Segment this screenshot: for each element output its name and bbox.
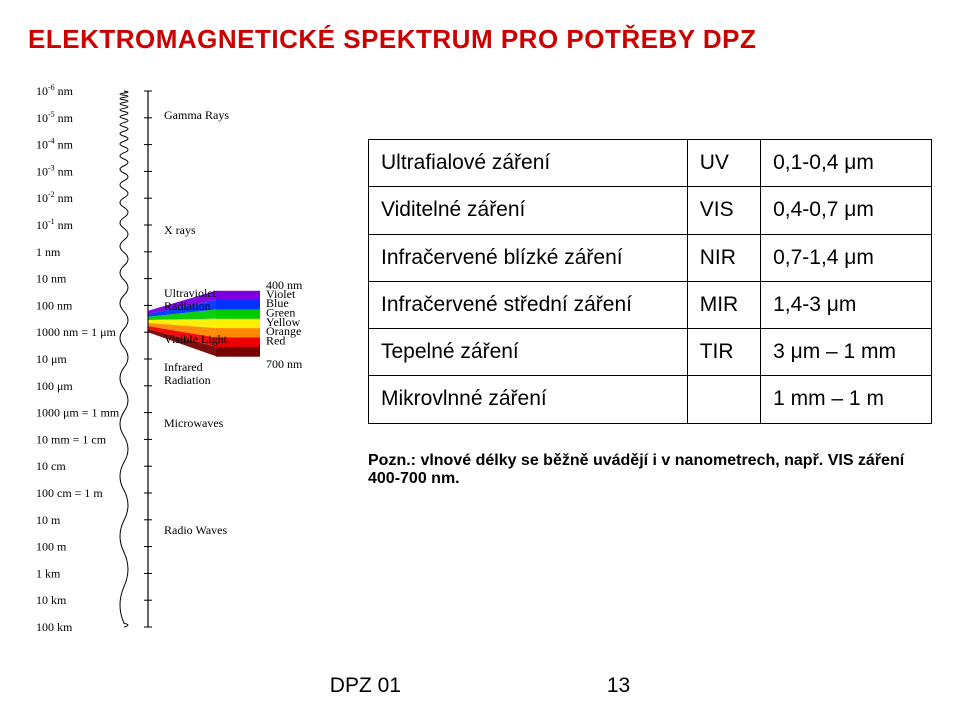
band-range: 3 μm – 1 mm — [761, 329, 932, 376]
band-code: UV — [687, 140, 760, 187]
band-name: Infračervené střední záření — [369, 281, 688, 328]
band-range: 1,4-3 μm — [761, 281, 932, 328]
svg-text:Red: Red — [266, 334, 285, 348]
svg-text:10-5 nm: 10-5 nm — [36, 110, 74, 125]
svg-text:10-3 nm: 10-3 nm — [36, 163, 74, 178]
band-code: NIR — [687, 234, 760, 281]
page-footer: DPZ 01 13 — [0, 674, 960, 698]
page-title: ELEKTROMAGNETICKÉ SPEKTRUM PRO POTŘEBY D… — [28, 24, 932, 55]
svg-text:10-1 nm: 10-1 nm — [36, 217, 74, 232]
table-row: Mikrovlnné záření 1 mm – 1 m — [369, 376, 932, 423]
svg-text:Gamma Rays: Gamma Rays — [164, 108, 229, 122]
table-row: Infračervené střední zářeníMIR1,4-3 μm — [369, 281, 932, 328]
svg-text:10 cm: 10 cm — [36, 459, 66, 473]
svg-text:100 μm: 100 μm — [36, 379, 73, 393]
svg-text:10 μm: 10 μm — [36, 352, 67, 366]
band-code — [687, 376, 760, 423]
band-name: Tepelné záření — [369, 329, 688, 376]
band-name: Viditelné záření — [369, 187, 688, 234]
table-row: Infračervené blízké zářeníNIR0,7-1,4 μm — [369, 234, 932, 281]
svg-text:Visible Light: Visible Light — [164, 332, 228, 346]
table-row: Tepelné zářeníTIR3 μm – 1 mm — [369, 329, 932, 376]
footer-left: DPZ 01 — [330, 674, 401, 698]
svg-text:1000 μm = 1 mm: 1000 μm = 1 mm — [36, 406, 120, 420]
svg-text:Ultraviolet: Ultraviolet — [164, 286, 217, 300]
table-row: Ultrafialové zářeníUV0,1-0,4 μm — [369, 140, 932, 187]
svg-text:1 km: 1 km — [36, 566, 61, 580]
svg-text:10-2 nm: 10-2 nm — [36, 190, 74, 205]
band-range: 0,4-0,7 μm — [761, 187, 932, 234]
wavelength-note: Pozn.: vlnové délky se běžně uvádějí i v… — [368, 452, 932, 488]
svg-text:10-4 nm: 10-4 nm — [36, 137, 74, 152]
band-range: 1 mm – 1 m — [761, 376, 932, 423]
svg-text:10 nm: 10 nm — [36, 272, 67, 286]
band-name: Infračervené blízké záření — [369, 234, 688, 281]
svg-text:1 nm: 1 nm — [36, 245, 61, 259]
svg-text:100 cm = 1 m: 100 cm = 1 m — [36, 486, 103, 500]
svg-text:100 km: 100 km — [36, 620, 73, 634]
svg-text:10 mm = 1 cm: 10 mm = 1 cm — [36, 432, 107, 446]
svg-text:X rays: X rays — [164, 223, 196, 237]
svg-text:10 km: 10 km — [36, 593, 67, 607]
band-range: 0,1-0,4 μm — [761, 140, 932, 187]
band-name: Mikrovlnné záření — [369, 376, 688, 423]
svg-text:100 nm: 100 nm — [36, 298, 73, 312]
svg-text:10-6 nm: 10-6 nm — [36, 83, 74, 98]
svg-text:Infrared: Infrared — [164, 360, 203, 374]
svg-text:1000 nm = 1 μm: 1000 nm = 1 μm — [36, 325, 117, 339]
svg-text:100 m: 100 m — [36, 540, 67, 554]
footer-page-number: 13 — [607, 674, 630, 698]
svg-text:Microwaves: Microwaves — [164, 416, 224, 430]
band-range: 0,7-1,4 μm — [761, 234, 932, 281]
band-code: MIR — [687, 281, 760, 328]
right-column: Ultrafialové zářeníUV0,1-0,4 μmViditelné… — [368, 79, 932, 488]
band-code: TIR — [687, 329, 760, 376]
svg-text:700 nm: 700 nm — [266, 357, 303, 371]
spectrum-diagram: 10-6 nm 10-5 nm 10-4 nm 10-3 nm 10-2 nm 10-1 … — [28, 79, 346, 644]
svg-text:10 m: 10 m — [36, 513, 61, 527]
svg-text:Radiation: Radiation — [164, 373, 211, 387]
band-name: Ultrafialové záření — [369, 140, 688, 187]
svg-text:400 nm: 400 nm — [266, 278, 303, 292]
content-row: 10-6 nm 10-5 nm 10-4 nm 10-3 nm 10-2 nm 10-1 … — [28, 79, 932, 644]
svg-text:Radiation: Radiation — [164, 299, 211, 313]
spectrum-table: Ultrafialové zářeníUV0,1-0,4 μmViditelné… — [368, 139, 932, 424]
table-row: Viditelné zářeníVIS0,4-0,7 μm — [369, 187, 932, 234]
band-code: VIS — [687, 187, 760, 234]
svg-text:Radio Waves: Radio Waves — [164, 523, 227, 537]
